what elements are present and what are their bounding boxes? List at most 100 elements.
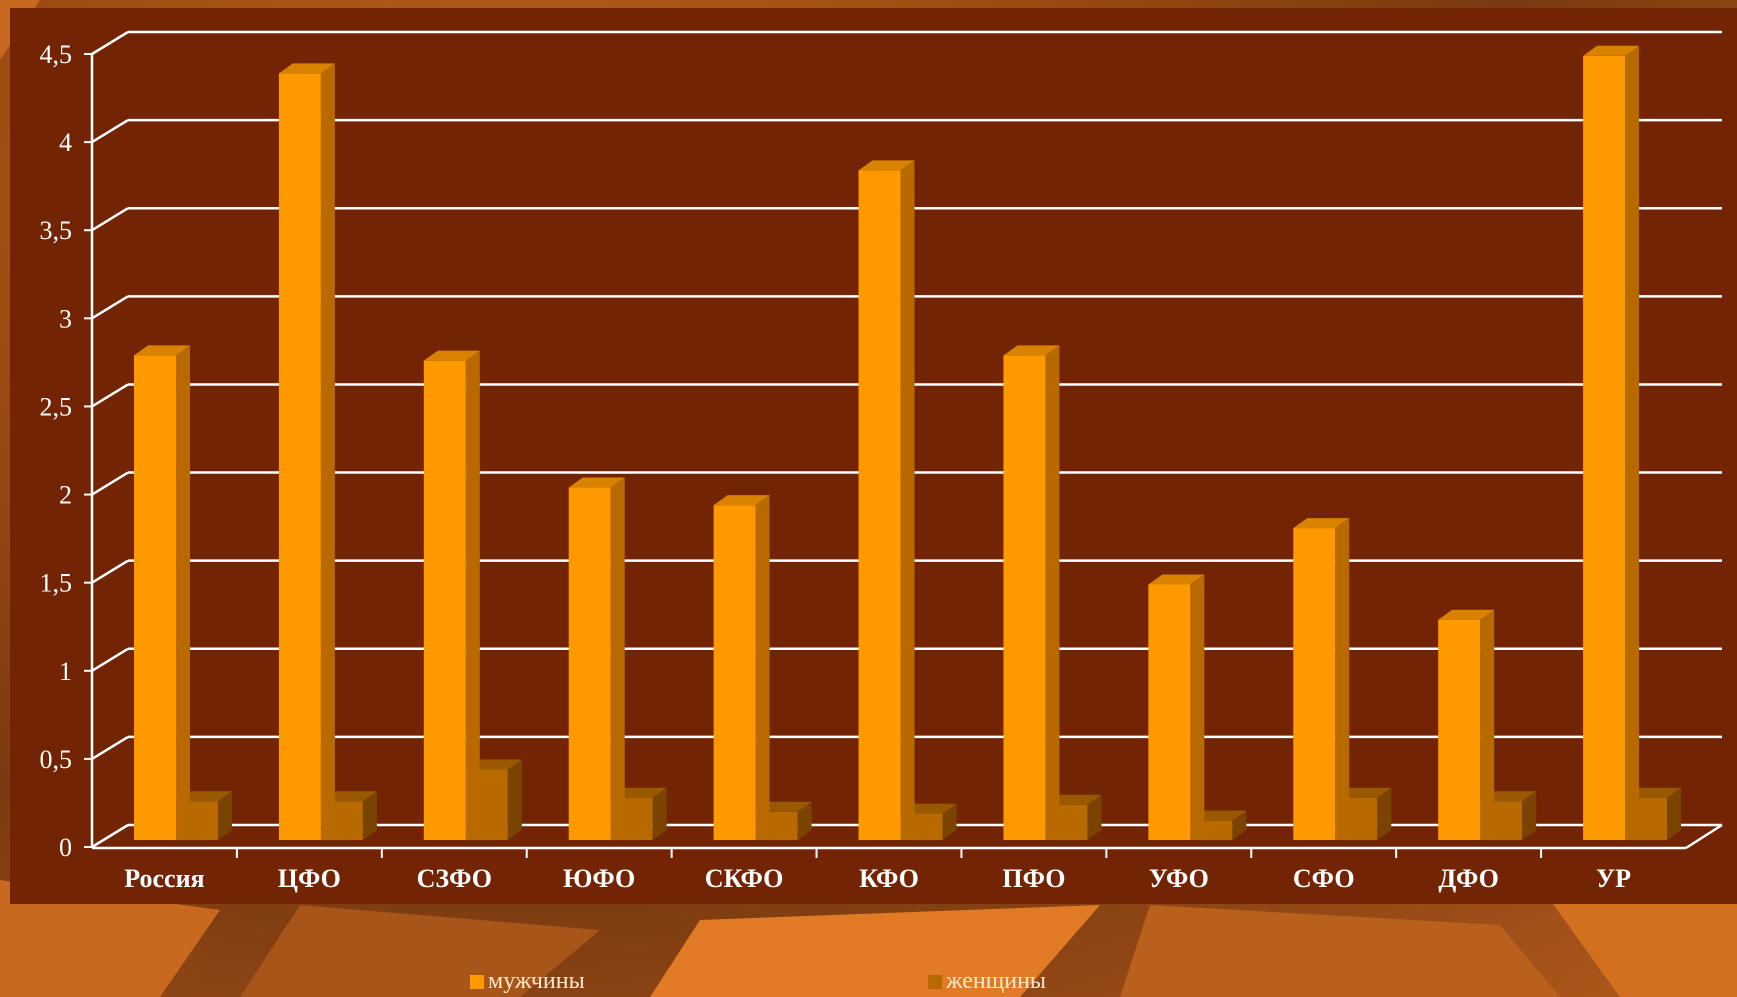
bar-women-side — [1522, 791, 1537, 840]
x-tick-label: УР — [1596, 864, 1631, 893]
y-tick-label: 1,5 — [40, 569, 73, 598]
x-tick-label: КФО — [859, 864, 919, 893]
bar-men-top — [1003, 345, 1060, 356]
bar-women-side — [1232, 810, 1247, 840]
x-tick-label: ЮФО — [563, 864, 635, 893]
bar-men-front — [1583, 55, 1626, 841]
bar-men-top — [1583, 45, 1640, 56]
bar-women-side — [942, 803, 957, 840]
bar-men-front — [1003, 355, 1046, 840]
bar-women-side — [1377, 787, 1392, 840]
gridline-side — [91, 30, 129, 56]
bar-men-front — [134, 355, 176, 840]
gridline-side — [91, 559, 129, 584]
bar-men-side — [1335, 518, 1350, 840]
bar-women-side — [362, 791, 377, 840]
y-tick-label: 2 — [59, 481, 72, 510]
x-tick-label: ЦФО — [278, 864, 341, 893]
legend-item-men: мужчины — [470, 968, 585, 995]
bar-men-side — [1045, 345, 1060, 840]
bar-men — [1438, 609, 1495, 840]
bar-men-side — [755, 495, 770, 840]
bar-men-top — [568, 477, 625, 488]
bar-men-side — [1480, 609, 1495, 840]
bars-layer — [134, 45, 1682, 841]
gridline-side — [91, 735, 129, 760]
bar-men-side — [900, 160, 915, 840]
x-tick-label: СЗФО — [417, 864, 492, 893]
y-tick-label: 3,5 — [40, 216, 73, 245]
bar-women-side — [218, 791, 232, 840]
bar-men — [1003, 345, 1060, 840]
bar-men — [568, 477, 625, 840]
bar-men-top — [1148, 574, 1205, 585]
bar-men-top — [1293, 518, 1350, 529]
y-tick-label: 4 — [59, 128, 72, 157]
gridline-side — [91, 823, 129, 849]
bar-men-front — [1438, 619, 1481, 840]
y-tick-label: 3 — [59, 304, 72, 333]
bar-men — [858, 160, 915, 840]
x-tick-label: СФО — [1293, 864, 1355, 893]
bar-women-side — [797, 801, 812, 840]
legend-item-women: женщины — [928, 968, 1046, 995]
bar-men-top — [1438, 609, 1495, 620]
bar-men-front — [278, 73, 321, 840]
bar-women-side — [1087, 794, 1102, 840]
bar-men-top — [423, 350, 480, 361]
bar-men-top — [134, 345, 190, 356]
bar-women — [610, 787, 667, 840]
legend-label-women: женщины — [946, 968, 1047, 994]
gridline-side — [91, 647, 129, 672]
bar-women-side — [652, 787, 667, 840]
bar-men-side — [465, 350, 480, 840]
bar-women-side — [1667, 787, 1682, 840]
labels-layer: 0 0,5 1 1,5 2 2,5 3 3,5 4 4,5 Россия ЦФО СЗФО ЮФО СКФО… — [40, 40, 1632, 893]
y-tick-label: 1 — [59, 657, 72, 686]
bar-men-side — [320, 63, 335, 840]
bar-men — [134, 345, 190, 840]
bar-men — [278, 63, 335, 840]
legend-label-men: мужчины — [488, 968, 585, 994]
bar-men-top — [278, 63, 335, 74]
gridline-side — [91, 119, 129, 144]
bar-men — [713, 495, 770, 840]
gridline-side — [91, 383, 129, 408]
bar-men-front — [1293, 528, 1336, 840]
bar-men — [1583, 45, 1640, 841]
bar-men-front — [713, 505, 756, 840]
bar-men-side — [610, 477, 625, 840]
y-tick-label: 0 — [59, 833, 72, 862]
x-tick-label: ДФО — [1438, 864, 1498, 893]
bar-men-front — [423, 360, 466, 840]
axis-layer — [84, 53, 1723, 858]
bar-men-top — [858, 160, 915, 171]
y-tick-label: 2,5 — [40, 392, 73, 421]
y-tick-label: 4,5 — [40, 40, 73, 69]
x-axis-side — [1685, 823, 1723, 850]
bar-men-side — [1190, 574, 1205, 840]
x-tick-label: ПФО — [1002, 864, 1065, 893]
x-tick-label: Россия — [124, 864, 204, 893]
y-tick-label: 0,5 — [40, 745, 73, 774]
gridline-side — [91, 207, 129, 232]
bar-men-front — [568, 487, 611, 840]
x-tick-label: УФО — [1149, 864, 1209, 893]
bar-men — [423, 350, 480, 840]
bar-women-side — [507, 759, 522, 840]
bar-men-front — [858, 170, 901, 840]
bar-men-front — [1148, 584, 1191, 840]
bar-men — [1293, 518, 1350, 840]
bar-men — [1148, 574, 1205, 840]
legend-swatch-men — [470, 974, 484, 989]
bar-men-side — [176, 345, 190, 840]
gridline-side — [91, 295, 129, 320]
legend: мужчины женщины — [0, 968, 1737, 994]
x-tick-label: СКФО — [705, 864, 784, 893]
legend-swatch-women — [928, 974, 942, 989]
bar-men-side — [1625, 45, 1640, 841]
gridline-side — [91, 471, 129, 496]
bar-men-top — [713, 495, 770, 506]
